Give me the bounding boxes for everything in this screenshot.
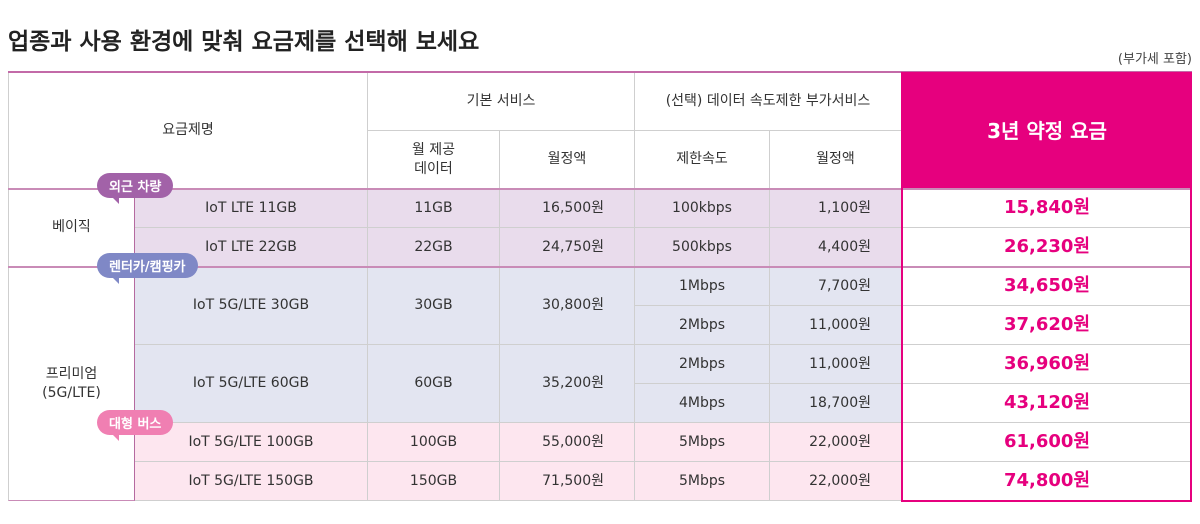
table-top-rule: [8, 71, 1192, 73]
speed-cell: 2Mbps: [635, 306, 770, 345]
price-cell: 15,840원: [902, 189, 1192, 228]
option-fee-cell: 4,400원: [770, 228, 902, 267]
plan-name-cell: IoT 5G/LTE 30GB: [135, 267, 368, 345]
plan-name-cell: IoT 5G/LTE 150GB: [135, 462, 368, 501]
data-cell: 22GB: [368, 228, 500, 267]
speed-cell: 2Mbps: [635, 345, 770, 384]
header-option-fee: 월정액: [770, 131, 902, 189]
header-speed: 제한속도: [635, 131, 770, 189]
option-fee-cell: 11,000원: [770, 306, 902, 345]
fee-cell: 16,500원: [500, 189, 635, 228]
option-fee-cell: 11,000원: [770, 345, 902, 384]
speed-cell: 5Mbps: [635, 423, 770, 462]
badge: 외근 차량: [97, 173, 174, 204]
data-cell: 60GB: [368, 345, 500, 423]
plan-name-cell: IoT 5G/LTE 100GB: [135, 423, 368, 462]
tax-note: (부가세 포함): [1117, 52, 1192, 67]
speed-cell: 5Mbps: [635, 462, 770, 501]
badge: 대형 버스: [97, 410, 174, 441]
fee-cell: 55,000원: [500, 423, 635, 462]
speed-cell: 100kbps: [635, 189, 770, 228]
option-fee-cell: 22,000원: [770, 462, 902, 501]
data-cell: 30GB: [368, 267, 500, 345]
header-basic: 기본 서비스: [368, 72, 635, 131]
group-rule: [8, 188, 1192, 190]
header-data: 월 제공 데이터: [368, 131, 500, 189]
speed-cell: 4Mbps: [635, 384, 770, 423]
speed-cell: 1Mbps: [635, 267, 770, 306]
title: 업종과 사용 환경에 맞춰 요금제를 선택해 보세요: [8, 29, 480, 55]
header-price: 3년 약정 요금: [902, 72, 1192, 189]
price-cell: 43,120원: [902, 384, 1192, 423]
price-cell: 61,600원: [902, 423, 1192, 462]
plan-name-cell: IoT LTE 11GB: [135, 189, 368, 228]
data-cell: 100GB: [368, 423, 500, 462]
badge: 렌터카/캠핑카: [97, 253, 198, 284]
fee-cell: 30,800원: [500, 267, 635, 345]
fee-cell: 24,750원: [500, 228, 635, 267]
data-cell: 11GB: [368, 189, 500, 228]
header-fee: 월정액: [500, 131, 635, 189]
price-cell: 34,650원: [902, 267, 1192, 306]
group-cell: 프리미엄 (5G/LTE): [8, 267, 135, 501]
price-cell: 36,960원: [902, 345, 1192, 384]
speed-cell: 500kbps: [635, 228, 770, 267]
option-fee-cell: 18,700원: [770, 384, 902, 423]
group-rule: [8, 266, 1192, 268]
option-fee-cell: 1,100원: [770, 189, 902, 228]
price-cell: 74,800원: [902, 462, 1192, 501]
plan-name-cell: IoT 5G/LTE 60GB: [135, 345, 368, 423]
header-plan: 요금제명: [8, 72, 368, 189]
header-speed-service: (선택) 데이터 속도제한 부가서비스: [635, 72, 902, 131]
fee-cell: 35,200원: [500, 345, 635, 423]
price-cell: 37,620원: [902, 306, 1192, 345]
price-cell: 26,230원: [902, 228, 1192, 267]
fee-cell: 71,500원: [500, 462, 635, 501]
option-fee-cell: 7,700원: [770, 267, 902, 306]
option-fee-cell: 22,000원: [770, 423, 902, 462]
data-cell: 150GB: [368, 462, 500, 501]
